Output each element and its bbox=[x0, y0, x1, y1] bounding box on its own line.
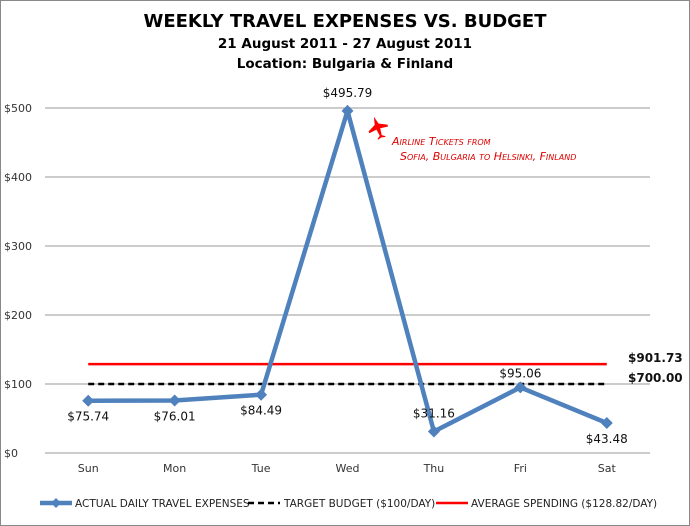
annotation-line1: Airline Tickets from bbox=[391, 135, 491, 148]
data-point-marker bbox=[168, 394, 181, 407]
data-label: $31.16 bbox=[413, 406, 455, 420]
data-point-marker bbox=[341, 104, 354, 117]
data-label: $76.01 bbox=[154, 410, 196, 424]
y-tick-label: $300 bbox=[4, 240, 32, 253]
target-total-label: $700.00 bbox=[628, 371, 683, 385]
data-label: $84.49 bbox=[240, 404, 282, 418]
x-tick-label: Mon bbox=[163, 462, 186, 475]
x-tick-label: Sun bbox=[78, 462, 99, 475]
x-tick-label: Tue bbox=[251, 462, 271, 475]
chart-subtitle: 21 August 2011 - 27 August 2011 bbox=[218, 36, 472, 52]
x-tick-label: Thu bbox=[423, 462, 445, 475]
x-tick-label: Wed bbox=[336, 462, 360, 475]
legend-label-actual: ACTUAL DAILY TRAVEL EXPENSES bbox=[75, 498, 250, 510]
data-label: $43.48 bbox=[586, 432, 628, 446]
data-point-marker bbox=[82, 394, 95, 407]
annotation: Airline Tickets from Sofia, Bulgaria to … bbox=[368, 116, 576, 163]
x-tick-label: Fri bbox=[514, 462, 527, 475]
data-point-marker bbox=[600, 416, 613, 429]
y-tick-label: $500 bbox=[4, 102, 32, 115]
x-tick-label: Sat bbox=[598, 462, 617, 475]
y-tick-label: $0 bbox=[4, 447, 18, 460]
chart-subtitle-location: Location: Bulgaria & Finland bbox=[237, 56, 453, 72]
legend-label-target: TARGET BUDGET ($100/DAY) bbox=[283, 498, 435, 510]
data-point-marker bbox=[255, 388, 268, 401]
airplane-icon bbox=[368, 116, 389, 140]
data-label: $495.79 bbox=[323, 86, 373, 100]
legend-label-average: AVERAGE SPENDING ($128.82/DAY) bbox=[471, 498, 657, 510]
data-label: $75.74 bbox=[67, 410, 109, 424]
average-total-label: $901.73 bbox=[628, 351, 683, 365]
y-tick-label: $400 bbox=[4, 171, 32, 184]
annotation-line2: Sofia, Bulgaria to Helsinki, Finland bbox=[400, 150, 576, 163]
legend-marker bbox=[51, 498, 61, 508]
data-point-marker bbox=[514, 381, 527, 394]
data-label: $95.06 bbox=[499, 366, 541, 380]
data-point-marker bbox=[427, 425, 440, 438]
chart-title: WEEKLY TRAVEL EXPENSES VS. BUDGET bbox=[143, 11, 547, 32]
y-tick-label: $200 bbox=[4, 309, 32, 322]
y-tick-label: $100 bbox=[4, 378, 32, 391]
